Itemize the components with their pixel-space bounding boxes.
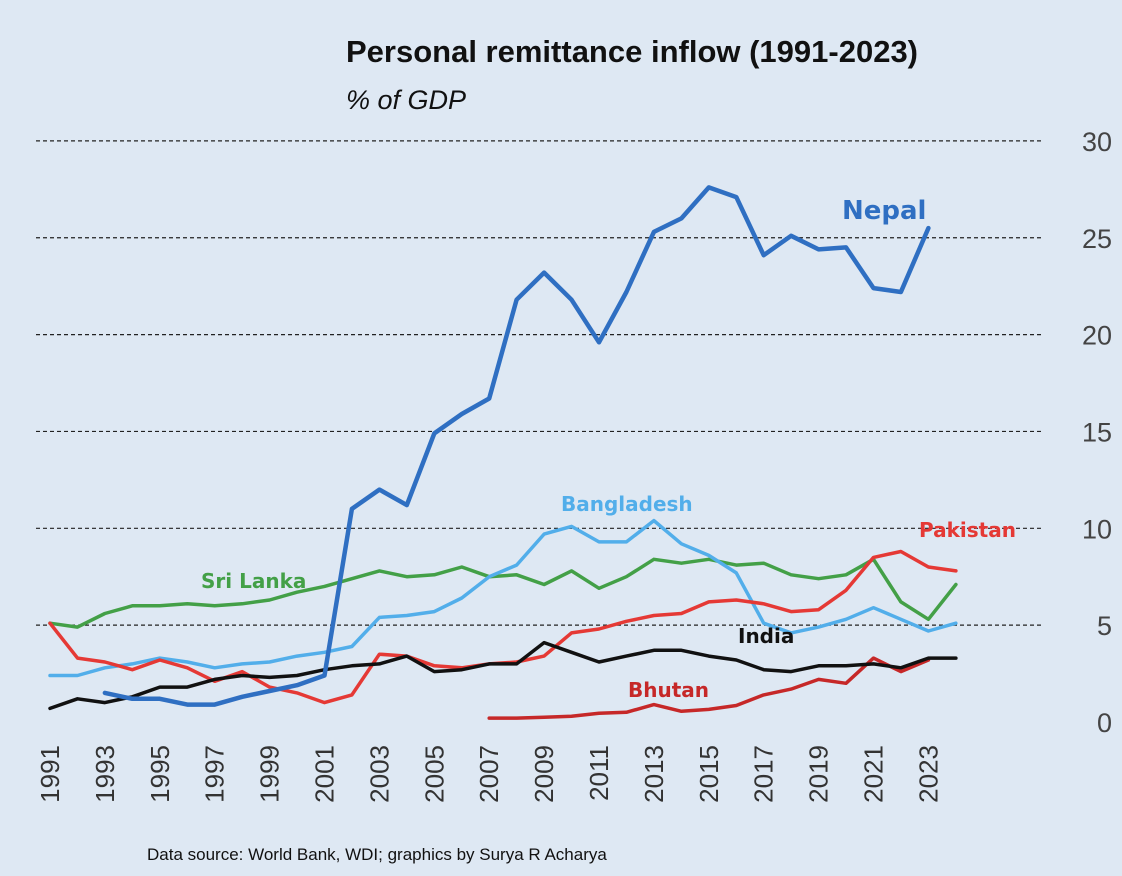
x-tick-label-1999: 1999 — [255, 745, 285, 803]
x-tick-label-2009: 2009 — [529, 745, 559, 803]
y-tick-label-20: 20 — [1082, 321, 1112, 351]
x-tick-label-1991: 1991 — [35, 745, 65, 803]
series-label-india: India — [738, 624, 794, 648]
y-tick-label-30: 30 — [1082, 127, 1112, 157]
x-tick-label-2015: 2015 — [694, 745, 724, 803]
series-label-pakistan: Pakistan — [919, 518, 1016, 542]
y-tick-label-0: 0 — [1097, 708, 1112, 738]
y-tick-label-25: 25 — [1082, 224, 1112, 254]
series-line-sri-lanka — [48, 557, 958, 629]
chart-subtitle: % of GDP — [346, 85, 466, 115]
x-tick-label-2003: 2003 — [364, 745, 394, 803]
y-axis-ticks: 0 5 10 15 20 25 30 — [1082, 127, 1112, 738]
series-line-bhutan — [487, 656, 931, 720]
x-tick-label-1997: 1997 — [200, 745, 230, 803]
series-line-india — [48, 640, 958, 711]
y-tick-label-10: 10 — [1082, 514, 1112, 544]
series-label-bhutan: Bhutan — [628, 678, 709, 702]
x-tick-label-2023: 2023 — [913, 745, 943, 803]
series-line-nepal — [102, 185, 931, 707]
x-axis-ticks: 1991 1993 1995 1997 1999 2001 2003 2005 2007 2009… — [35, 745, 943, 803]
x-tick-label-2021: 2021 — [859, 745, 889, 803]
x-tick-label-2001: 2001 — [310, 745, 340, 803]
x-tick-label-2011: 2011 — [584, 745, 614, 801]
chart-title: Personal remittance inflow (1991-2023) — [346, 34, 918, 69]
x-tick-label-1995: 1995 — [145, 745, 175, 803]
x-tick-label-2019: 2019 — [804, 745, 834, 803]
series-lines — [48, 185, 958, 720]
series-label-nepal: Nepal — [842, 196, 926, 226]
y-tick-label-15: 15 — [1082, 417, 1112, 447]
y-tick-label-5: 5 — [1097, 611, 1112, 641]
series-label-bangladesh: Bangladesh — [561, 492, 693, 516]
x-tick-label-2005: 2005 — [419, 745, 449, 803]
x-tick-label-2017: 2017 — [749, 745, 779, 803]
series-label-sri-lanka: Sri Lanka — [201, 569, 306, 593]
x-tick-label-2007: 2007 — [474, 745, 504, 803]
data-source-note: Data source: World Bank, WDI; graphics b… — [147, 845, 607, 864]
x-tick-label-2013: 2013 — [639, 745, 669, 803]
series-line-bangladesh — [48, 518, 958, 678]
x-tick-label-1993: 1993 — [90, 745, 120, 803]
